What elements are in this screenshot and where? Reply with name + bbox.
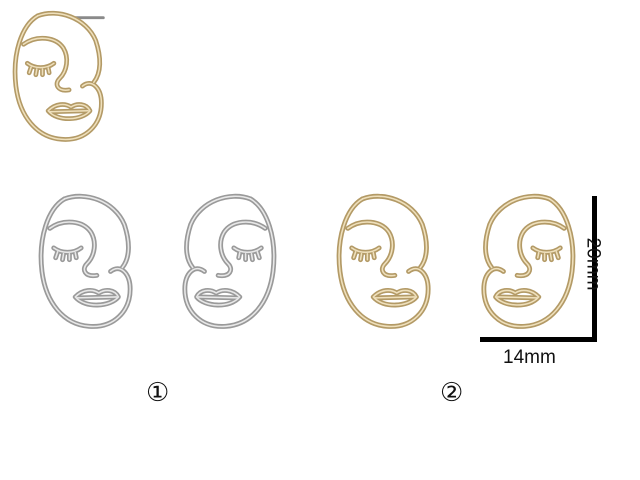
- option-1-label: ①: [146, 378, 170, 408]
- width-dimension-line: [480, 337, 597, 342]
- height-dimension-label: 20mm: [582, 237, 604, 291]
- width-dimension-label: 14mm: [503, 347, 556, 368]
- height-dimension-line: [592, 196, 597, 342]
- silver-earring-left: [41, 196, 130, 326]
- gold-earring-left: [339, 196, 428, 326]
- silver-earring-right: [185, 196, 274, 326]
- option-2-label: ②: [440, 378, 464, 408]
- earring-thumbnail: [15, 13, 105, 139]
- gold-earring-right: [484, 196, 573, 326]
